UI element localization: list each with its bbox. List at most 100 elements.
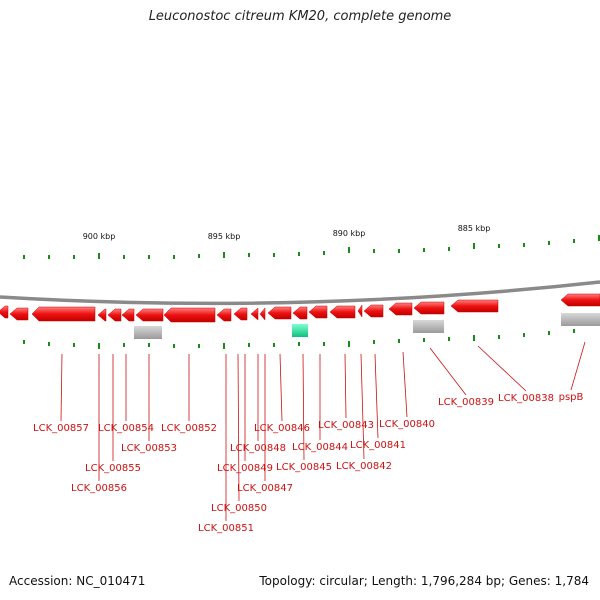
gene-label[interactable]: LCK_00842: [336, 461, 392, 472]
gene-arrow[interactable]: [121, 308, 135, 322]
gene-arrow[interactable]: [250, 307, 259, 321]
scale-tick: [298, 342, 300, 346]
gene-arrow[interactable]: [357, 304, 363, 318]
gene-arrow[interactable]: [308, 305, 328, 319]
gene-label[interactable]: LCK_00849: [217, 463, 273, 474]
gene-arrow[interactable]: [292, 306, 308, 320]
scale-tick: [548, 331, 550, 335]
scale-tick: [398, 339, 400, 343]
scale-tick: [198, 344, 200, 348]
scale-tick: [523, 243, 525, 247]
gene-label[interactable]: LCK_00845: [276, 462, 332, 473]
scale-tick: [448, 337, 450, 341]
scale-tick: [398, 249, 400, 253]
label-leader-line: [429, 347, 467, 396]
scale-tick: [173, 344, 175, 348]
scale-tick: [148, 255, 150, 259]
label-leader-line: [374, 353, 379, 439]
scale-tick: [73, 255, 75, 259]
gene-label[interactable]: LCK_00855: [85, 463, 141, 474]
scale-label: 885 kbp: [458, 224, 491, 233]
scale-tick: [573, 239, 575, 243]
gene-arrow[interactable]: [329, 305, 356, 319]
scale-tick: [23, 340, 25, 344]
misc-feature[interactable]: [134, 326, 162, 339]
scale-tick: [323, 342, 325, 346]
gene-arrow[interactable]: [97, 308, 107, 322]
gene-arrow[interactable]: [259, 307, 266, 321]
scale-tick: [423, 338, 425, 342]
gene-label[interactable]: LCK_00850: [211, 503, 267, 514]
gene-arrow[interactable]: [363, 304, 384, 318]
label-leader-line: [360, 353, 365, 460]
gene-label[interactable]: LCK_00856: [71, 483, 127, 494]
misc-feature[interactable]: [413, 320, 444, 333]
scale-tick: [98, 253, 100, 259]
gene-arrow[interactable]: [450, 299, 499, 313]
scale-tick: [348, 247, 350, 253]
gene-arrow[interactable]: [0, 305, 9, 319]
scale-tick: [573, 329, 575, 333]
gene-label[interactable]: LCK_00840: [379, 419, 435, 430]
gene-arrow[interactable]: [9, 307, 29, 321]
gene-label[interactable]: LCK_00844: [292, 442, 348, 453]
gene-label[interactable]: LCK_00851: [198, 523, 254, 534]
scale-tick: [173, 255, 175, 259]
gene-arrow[interactable]: [388, 302, 413, 316]
label-leader-line: [60, 353, 63, 422]
map-title: Leuconostoc citreum KM20, complete genom…: [148, 9, 452, 24]
scale-tick: [423, 248, 425, 252]
gene-arrow[interactable]: [216, 308, 232, 322]
scale-tick: [48, 255, 50, 259]
gene-label[interactable]: pspB: [559, 392, 584, 403]
label-leader-line: [237, 353, 240, 502]
scale-tick: [223, 343, 225, 349]
gene-label[interactable]: LCK_00853: [121, 443, 177, 454]
scale-tick: [123, 255, 125, 259]
scale-tick: [223, 252, 225, 258]
scale-tick: [548, 241, 550, 245]
label-leader-line: [402, 351, 408, 418]
gene-label[interactable]: LCK_00857: [33, 423, 89, 434]
gene-label[interactable]: LCK_00841: [350, 440, 406, 451]
rna-feature[interactable]: [292, 324, 308, 337]
gene-arrow[interactable]: [267, 306, 292, 320]
gene-arrow[interactable]: [560, 293, 600, 307]
gene-arrow[interactable]: [413, 301, 445, 315]
scale-tick: [598, 235, 600, 241]
scale-tick: [273, 343, 275, 347]
accession-text: Accession: NC_010471: [9, 574, 146, 588]
gene-label[interactable]: LCK_00846: [254, 423, 310, 434]
label-leader-line: [477, 345, 527, 392]
gene-label[interactable]: LCK_00838: [498, 393, 554, 404]
scale-tick: [373, 340, 375, 344]
gene-label[interactable]: LCK_00854: [98, 423, 154, 434]
label-leader-line: [570, 341, 586, 391]
gene-label[interactable]: LCK_00843: [318, 420, 374, 431]
gene-arrow[interactable]: [163, 307, 216, 323]
gene-arrow[interactable]: [135, 308, 164, 322]
scale-tick: [98, 343, 100, 349]
scale-tick: [148, 343, 150, 347]
scale-tick: [198, 254, 200, 258]
gene-label[interactable]: LCK_00852: [161, 423, 217, 434]
gene-label[interactable]: LCK_00839: [438, 397, 494, 408]
scale-tick: [473, 243, 475, 249]
scale-tick: [273, 253, 275, 257]
scale-tick: [48, 342, 50, 346]
label-leader-line: [279, 353, 283, 422]
gene-label[interactable]: LCK_00848: [230, 443, 286, 454]
scale-tick: [323, 251, 325, 255]
gene-arrow[interactable]: [31, 306, 96, 322]
gene-label[interactable]: LCK_00847: [237, 483, 293, 494]
scale-tick: [373, 249, 375, 253]
misc-feature[interactable]: [561, 313, 600, 326]
topology-text: Topology: circular; Length: 1,796,284 bp…: [259, 574, 589, 588]
gene-arrow[interactable]: [107, 308, 122, 322]
scale-tick: [498, 335, 500, 339]
gene-arrow[interactable]: [233, 307, 248, 321]
scale-tick: [523, 333, 525, 337]
scale-label: 890 kbp: [333, 229, 366, 238]
scale-tick: [448, 247, 450, 251]
